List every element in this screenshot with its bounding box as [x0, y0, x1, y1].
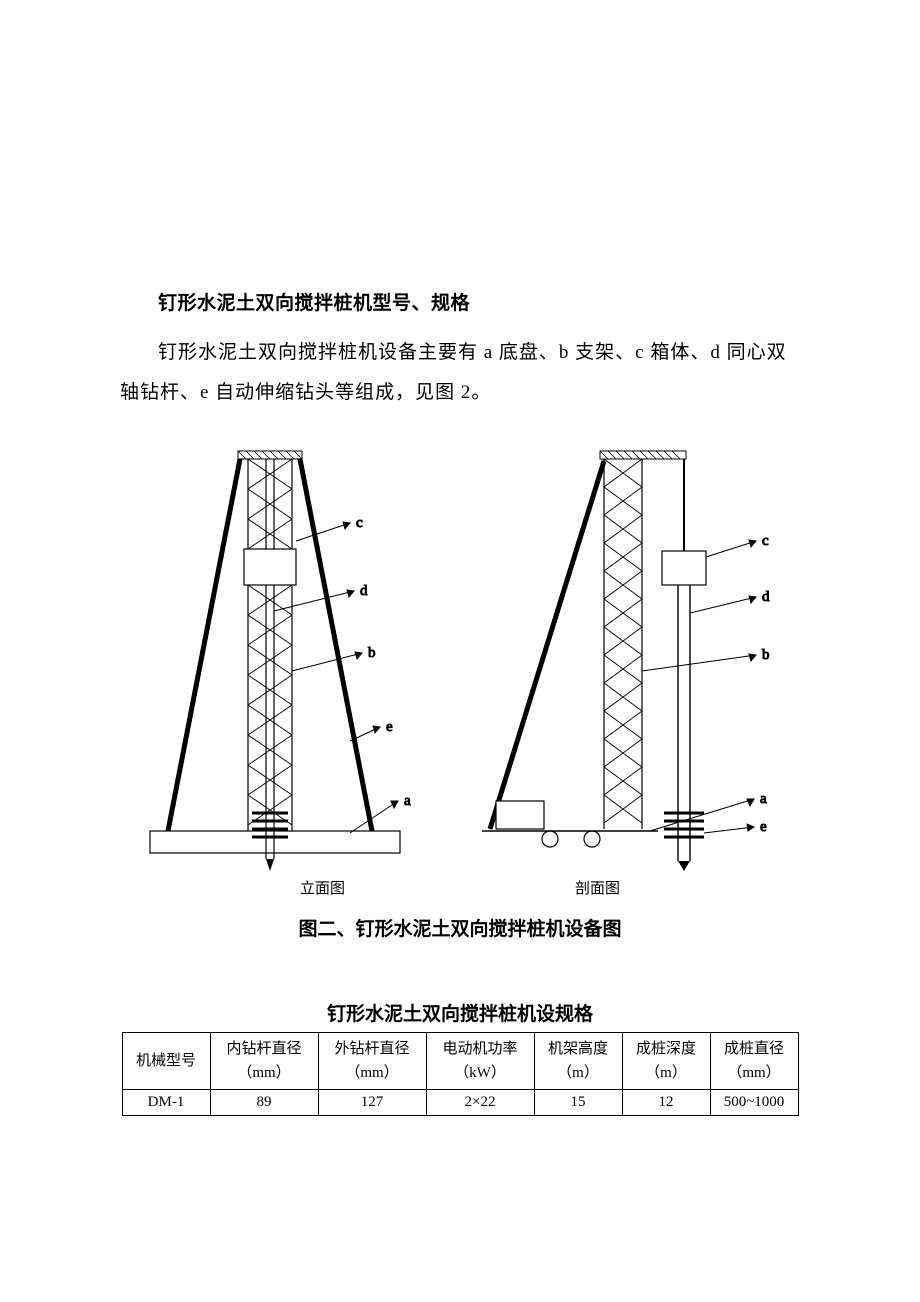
callout-d: d [762, 589, 770, 605]
figure-sublabels: 立面图 剖面图 [120, 877, 800, 898]
cell-diam: 500~1000 [710, 1089, 798, 1115]
callout-a: a [404, 793, 411, 809]
section-title: 钉形水泥土双向搅拌桩机型号、规格 [120, 288, 800, 315]
callout-b: b [368, 645, 376, 661]
figure-container: c d b e a [120, 441, 800, 871]
col-frame-height: 机架高度（m） [534, 1032, 622, 1089]
cell-outer: 127 [318, 1089, 426, 1115]
table-header-row: 机械型号 内钻杆直径（mm） 外钻杆直径（mm） 电动机功率（kW） 机架高度（… [122, 1032, 798, 1089]
section-diagram: c d b a e [480, 441, 780, 871]
col-model: 机械型号 [122, 1032, 210, 1089]
section-label: 剖面图 [575, 877, 620, 898]
cell-height: 15 [534, 1089, 622, 1115]
table-title: 钉形水泥土双向搅拌桩机设规格 [120, 999, 800, 1026]
cell-inner: 89 [210, 1089, 318, 1115]
callout-c: c [356, 515, 363, 531]
col-pile-diam: 成桩直径（mm） [710, 1032, 798, 1089]
cell-power: 2×22 [426, 1089, 534, 1115]
callout-c: c [762, 533, 769, 549]
col-motor-power: 电动机功率（kW） [426, 1032, 534, 1089]
figure-caption: 图二、钉形水泥土双向搅拌桩机设备图 [120, 914, 800, 941]
body-paragraph: 钉形水泥土双向搅拌桩机设备主要有 a 底盘、b 支架、c 箱体、d 同心双轴钻杆… [120, 333, 800, 413]
spec-table: 机械型号 内钻杆直径（mm） 外钻杆直径（mm） 电动机功率（kW） 机架高度（… [122, 1032, 799, 1116]
elevation-diagram: c d b e a [140, 441, 420, 871]
cell-depth: 12 [622, 1089, 710, 1115]
callout-a: a [760, 791, 767, 807]
callout-b: b [762, 647, 770, 663]
col-inner-diam: 内钻杆直径（mm） [210, 1032, 318, 1089]
col-outer-diam: 外钻杆直径（mm） [318, 1032, 426, 1089]
callout-e: e [760, 819, 767, 835]
cell-model: DM-1 [122, 1089, 210, 1115]
elevation-label: 立面图 [300, 877, 345, 898]
callout-d: d [360, 583, 368, 599]
col-pile-depth: 成桩深度（m） [622, 1032, 710, 1089]
callout-e: e [386, 719, 393, 735]
table-row: DM-1 89 127 2×22 15 12 500~1000 [122, 1089, 798, 1115]
